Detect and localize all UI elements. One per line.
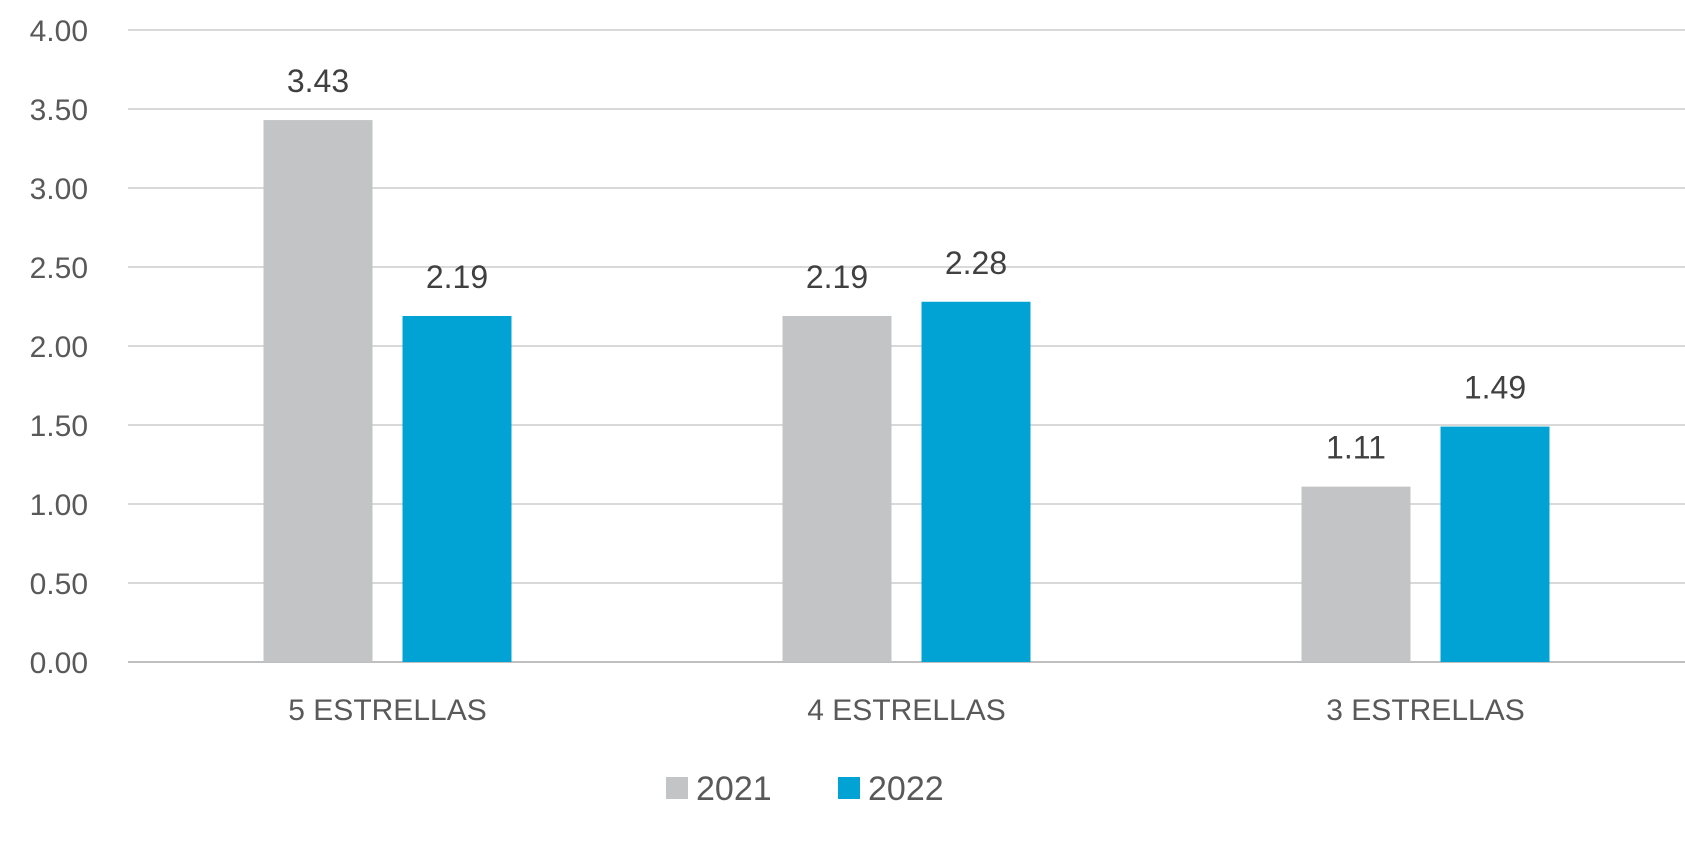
y-tick-label: 3.00 bbox=[30, 173, 88, 206]
data-label: 1.11 bbox=[1326, 430, 1386, 466]
bar-2022-2 bbox=[1440, 426, 1550, 662]
data-label: 2.19 bbox=[806, 259, 868, 295]
y-tick-label: 1.50 bbox=[30, 410, 88, 443]
y-tick-label: 0.00 bbox=[30, 647, 88, 680]
y-tick-label: 3.50 bbox=[30, 94, 88, 127]
data-label: 1.49 bbox=[1464, 370, 1526, 406]
y-tick-label: 1.00 bbox=[30, 489, 88, 522]
legend: 2021 2022 bbox=[666, 770, 944, 808]
category-label: 5 ESTRELLAS bbox=[288, 694, 486, 727]
x-axis-categories: 5 ESTRELLAS 4 ESTRELLAS 3 ESTRELLAS bbox=[288, 694, 1524, 727]
data-label: 2.28 bbox=[945, 245, 1007, 281]
data-labels: 3.43 2.19 2.19 2.28 1.11 1.49 bbox=[287, 63, 1526, 466]
bar-2021-1 bbox=[782, 315, 892, 662]
category-label: 3 ESTRELLAS bbox=[1326, 694, 1524, 727]
y-tick-label: 2.50 bbox=[30, 252, 88, 285]
bar-2022-1 bbox=[921, 301, 1031, 662]
bars bbox=[263, 120, 1550, 662]
legend-label: 2021 bbox=[696, 770, 772, 808]
y-tick-label: 2.00 bbox=[30, 331, 88, 364]
bar-2022-0 bbox=[402, 315, 512, 662]
legend-swatch bbox=[666, 777, 688, 799]
gridlines bbox=[128, 29, 1685, 663]
data-label: 3.43 bbox=[287, 63, 349, 99]
bar-2021-0 bbox=[263, 120, 373, 662]
category-label: 4 ESTRELLAS bbox=[807, 694, 1005, 727]
y-tick-label: 4.00 bbox=[30, 15, 88, 48]
legend-label: 2022 bbox=[868, 770, 944, 808]
bar-2021-2 bbox=[1301, 486, 1411, 662]
data-label: 2.19 bbox=[426, 259, 488, 295]
y-tick-label: 0.50 bbox=[30, 568, 88, 601]
y-axis-ticks: 0.00 0.50 1.00 1.50 2.00 2.50 3.00 3.50 4.00 bbox=[30, 15, 88, 680]
legend-swatch bbox=[838, 777, 860, 799]
